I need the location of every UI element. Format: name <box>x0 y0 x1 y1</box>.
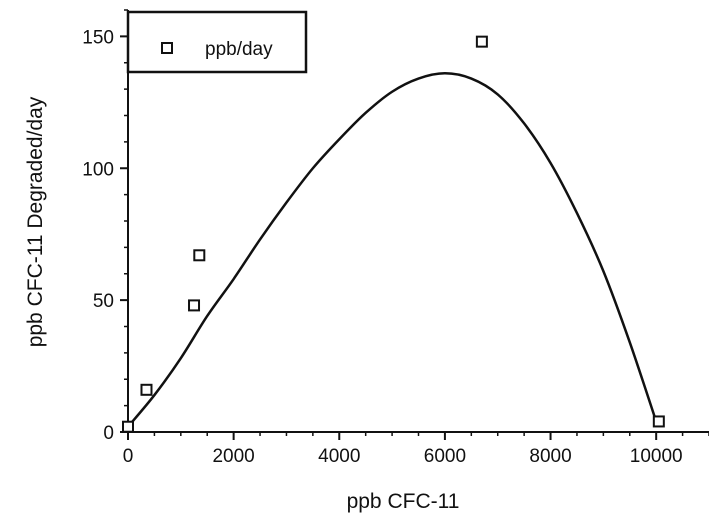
y-axis-label: ppb CFC-11 Degraded/day <box>24 96 47 347</box>
legend-label: ppb/day <box>205 39 273 60</box>
fit-curve-layer <box>127 72 658 428</box>
fit-curve <box>127 72 658 428</box>
x-tick-label: 2000 <box>212 446 254 467</box>
data-point <box>188 299 201 312</box>
data-point <box>652 415 665 428</box>
x-axis-label: ppb CFC-11 <box>347 490 460 513</box>
y-tick-label: 50 <box>93 291 114 312</box>
y-tick-label: 0 <box>103 423 114 444</box>
data-points <box>122 35 665 433</box>
data-point <box>140 383 153 396</box>
axis-ticks: 0 50 100 150 0 2000 4000 6000 8000 10000 <box>82 9 709 467</box>
y-tick-label: 150 <box>82 27 114 48</box>
data-point <box>475 35 488 48</box>
x-tick-label: 6000 <box>424 446 466 467</box>
x-tick-label: 0 <box>123 446 134 467</box>
legend: ppb/day <box>126 10 308 74</box>
data-point <box>193 249 206 262</box>
x-tick-label: 8000 <box>529 446 571 467</box>
legend-marker <box>161 42 173 54</box>
x-tick-label: 10000 <box>630 446 683 467</box>
data-point <box>122 420 134 433</box>
x-tick-label: 4000 <box>318 446 360 467</box>
y-tick-label: 100 <box>82 159 114 180</box>
axes <box>127 10 709 433</box>
legend-box <box>126 10 308 74</box>
